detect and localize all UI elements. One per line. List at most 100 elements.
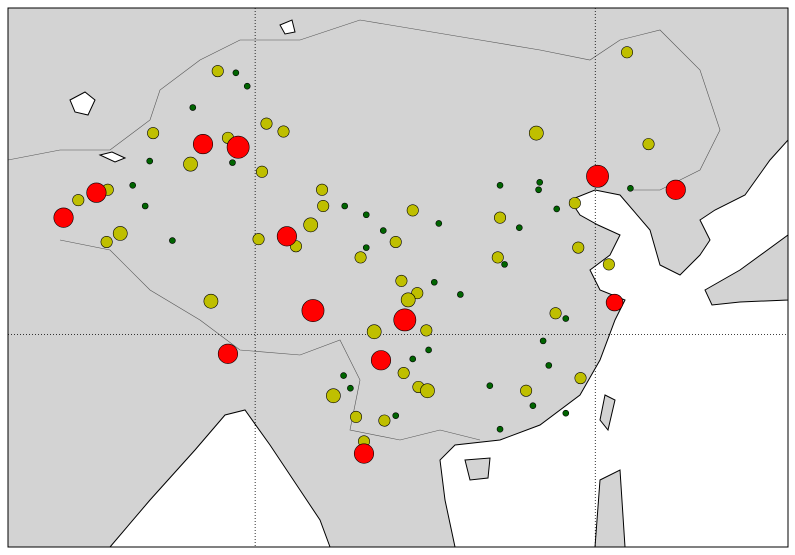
- earthquake-marker: [425, 346, 432, 354]
- earthquake-marker: [545, 362, 553, 369]
- border: [7, 19, 721, 191]
- earthquake-marker: [366, 324, 382, 340]
- earthquake-marker: [169, 237, 176, 244]
- earthquake-marker: [642, 138, 655, 151]
- earthquake-marker: [535, 186, 542, 194]
- earthquake-marker: [232, 69, 240, 77]
- earthquake-marker: [501, 261, 508, 268]
- earthquake-marker: [53, 207, 74, 228]
- earthquake-marker: [276, 226, 297, 247]
- taiwan: [599, 394, 616, 432]
- coastlines: [7, 19, 789, 548]
- earthquake-marker: [528, 125, 544, 141]
- earthquake-marker: [562, 315, 570, 322]
- earthquake-marker: [572, 241, 585, 254]
- earthquake-marker: [147, 127, 160, 140]
- earthquake-marker: [277, 125, 290, 138]
- earthquake-marker: [406, 204, 419, 217]
- earthquake-marker: [192, 134, 214, 155]
- border: [59, 239, 481, 441]
- hainan: [464, 457, 491, 481]
- earthquake-marker: [435, 220, 443, 227]
- markers: [53, 46, 686, 464]
- earthquake-marker: [520, 384, 533, 397]
- earthquake-marker: [362, 211, 370, 219]
- earthquake-marker: [129, 181, 137, 189]
- lake: [279, 19, 296, 35]
- earthquake-marker: [189, 104, 197, 111]
- pacific: [439, 138, 789, 548]
- earthquake-marker: [370, 350, 392, 371]
- earthquake-marker: [586, 164, 609, 188]
- earthquake-marker: [553, 205, 561, 213]
- earthquake-marker: [602, 258, 615, 271]
- earthquake-marker: [141, 202, 149, 210]
- graticule: [8, 8, 788, 547]
- earthquake-marker: [350, 410, 363, 423]
- earthquake-marker: [301, 299, 325, 322]
- earthquake-marker: [409, 355, 417, 363]
- earthquake-marker: [549, 307, 562, 320]
- earthquake-marker: [529, 402, 537, 410]
- earthquake-marker: [536, 178, 544, 186]
- earthquake-marker: [393, 308, 417, 332]
- earthquake-marker: [362, 244, 370, 251]
- earthquake-marker: [260, 117, 273, 130]
- earthquake-marker: [255, 165, 268, 178]
- earthquake-marker: [494, 211, 507, 224]
- earthquake-marker: [430, 278, 438, 286]
- earthquake-marker: [539, 337, 547, 345]
- earthquake-marker: [317, 199, 330, 212]
- philippines: [594, 469, 626, 548]
- earthquake-marker: [496, 181, 504, 189]
- earthquake-marker: [229, 159, 236, 166]
- earthquake-marker: [486, 382, 494, 389]
- earthquake-marker: [217, 343, 238, 364]
- earthquake-marker: [252, 233, 265, 246]
- earthquake-marker: [491, 251, 504, 264]
- earthquake-marker: [627, 184, 634, 192]
- earthquake-marker: [621, 46, 634, 59]
- earthquake-marker: [326, 388, 341, 404]
- earthquake-marker: [354, 251, 367, 264]
- earthquake-marker: [665, 179, 686, 200]
- earthquake-marker: [605, 293, 624, 312]
- earthquake-marker: [395, 274, 408, 287]
- earthquake-marker: [420, 383, 435, 399]
- map-frame: [7, 7, 789, 548]
- earthquake-marker: [420, 324, 433, 337]
- lake: [98, 151, 127, 163]
- earthquake-marker: [340, 372, 347, 379]
- earthquake-marker: [389, 235, 402, 248]
- earthquake-marker: [400, 292, 416, 308]
- earthquake-marker: [562, 409, 570, 417]
- earthquake-marker: [146, 157, 154, 165]
- earthquake-marker: [243, 82, 251, 90]
- earthquake-marker: [568, 197, 581, 210]
- earthquake-marker: [378, 414, 391, 427]
- earthquake-marker: [457, 291, 464, 298]
- bay-of-bengal: [108, 409, 331, 548]
- earthquake-marker: [392, 412, 400, 419]
- earthquake-marker: [353, 443, 375, 464]
- earthquake-marker: [303, 217, 319, 233]
- earthquake-marker: [112, 226, 128, 241]
- lake: [69, 91, 96, 116]
- earthquake-marker: [347, 384, 354, 392]
- earthquake-marker: [86, 182, 107, 203]
- earthquake-marker: [226, 135, 250, 159]
- earthquake-marker: [316, 183, 329, 196]
- earthquake-marker: [341, 202, 349, 210]
- earthquake-marker: [183, 156, 198, 172]
- earthquake-marker: [211, 65, 224, 78]
- earthquake-marker: [496, 425, 504, 433]
- earthquake-marker: [516, 224, 523, 232]
- earthquake-marker: [72, 194, 85, 207]
- earthquake-marker: [574, 372, 587, 385]
- earthquake-marker: [100, 235, 113, 248]
- earthquake-marker: [203, 293, 219, 309]
- earthquake-marker: [379, 227, 387, 234]
- earthquake-marker: [397, 367, 410, 380]
